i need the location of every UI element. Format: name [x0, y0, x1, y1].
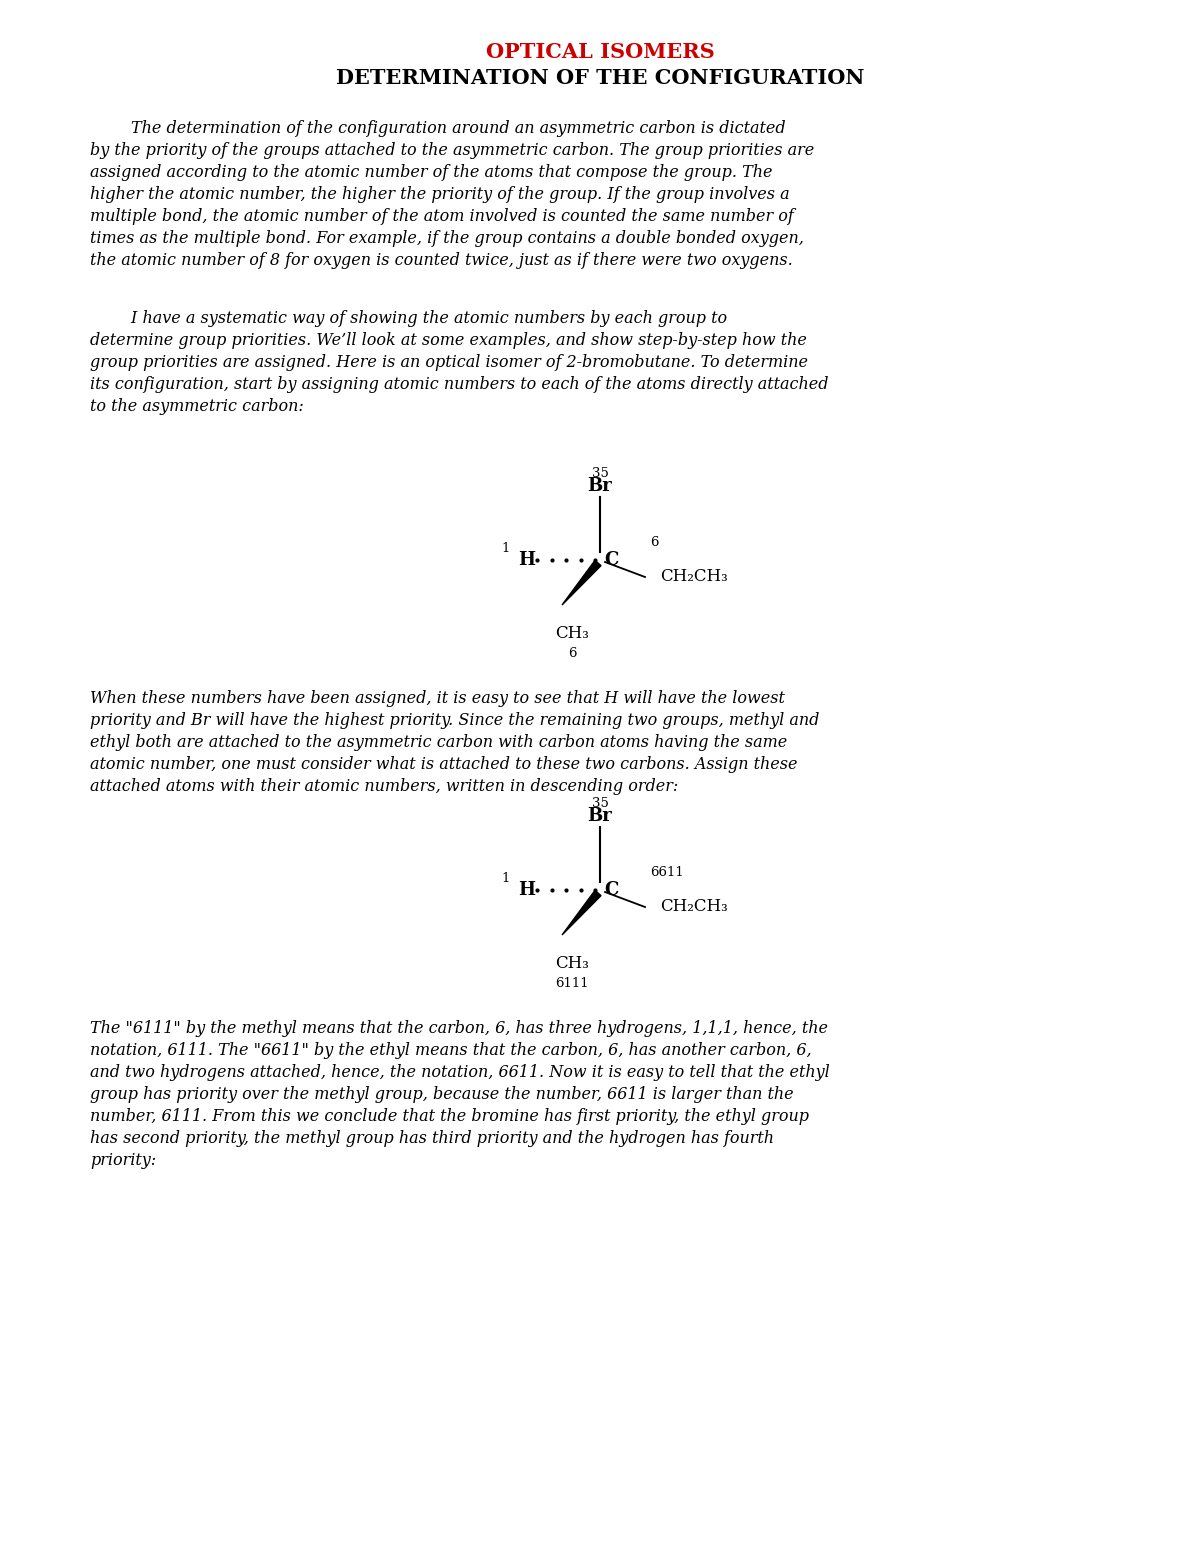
Text: notation, 6111. The "6611" by the ethyl means that the carbon, 6, has another ca: notation, 6111. The "6611" by the ethyl … — [90, 1042, 811, 1059]
Text: 6111: 6111 — [556, 977, 589, 989]
Text: 6: 6 — [650, 536, 659, 548]
Text: 1: 1 — [502, 542, 510, 554]
Text: by the priority of the groups attached to the asymmetric carbon. The group prior: by the priority of the groups attached t… — [90, 141, 815, 158]
Text: group priorities are assigned. Here is an optical isomer of 2-bromobutane. To de: group priorities are assigned. Here is a… — [90, 354, 808, 371]
Text: CH₂CH₃: CH₂CH₃ — [660, 568, 727, 585]
Text: priority:: priority: — [90, 1152, 156, 1169]
Text: H: H — [518, 881, 535, 899]
Text: 6611: 6611 — [650, 865, 684, 879]
Text: CH₂CH₃: CH₂CH₃ — [660, 898, 727, 915]
Text: CH₃: CH₃ — [556, 624, 589, 641]
Text: When these numbers have been assigned, it is easy to see that H will have the lo: When these numbers have been assigned, i… — [90, 690, 785, 707]
Text: C: C — [604, 551, 618, 568]
Text: H: H — [518, 551, 535, 568]
Text: C: C — [604, 881, 618, 899]
Text: I have a systematic way of showing the atomic numbers by each group to: I have a systematic way of showing the a… — [90, 311, 727, 328]
Text: 1: 1 — [502, 871, 510, 885]
Text: assigned according to the atomic number of the atoms that compose the group. The: assigned according to the atomic number … — [90, 165, 773, 182]
Text: its configuration, start by assigning atomic numbers to each of the atoms direct: its configuration, start by assigning at… — [90, 376, 828, 393]
Text: The "6111" by the methyl means that the carbon, 6, has three hydrogens, 1,1,1, h: The "6111" by the methyl means that the … — [90, 1020, 828, 1037]
Text: CH₃: CH₃ — [556, 955, 589, 972]
Text: 6: 6 — [568, 648, 576, 660]
Text: OPTICAL ISOMERS: OPTICAL ISOMERS — [486, 42, 714, 62]
Polygon shape — [562, 561, 601, 606]
Text: 35: 35 — [592, 797, 608, 811]
Text: to the asymmetric carbon:: to the asymmetric carbon: — [90, 398, 304, 415]
Text: number, 6111. From this we conclude that the bromine has first priority, the eth: number, 6111. From this we conclude that… — [90, 1107, 809, 1124]
Text: times as the multiple bond. For example, if the group contains a double bonded o: times as the multiple bond. For example,… — [90, 230, 804, 247]
Text: group has priority over the methyl group, because the number, 6611 is larger tha: group has priority over the methyl group… — [90, 1086, 793, 1103]
Text: Br: Br — [588, 477, 612, 495]
Text: 35: 35 — [592, 467, 608, 480]
Text: DETERMINATION OF THE CONFIGURATION: DETERMINATION OF THE CONFIGURATION — [336, 68, 864, 89]
Text: has second priority, the methyl group has third priority and the hydrogen has fo: has second priority, the methyl group ha… — [90, 1131, 774, 1148]
Text: higher the atomic number, the higher the priority of the group. If the group inv: higher the atomic number, the higher the… — [90, 186, 790, 203]
Text: determine group priorities. We’ll look at some examples, and show step-by-step h: determine group priorities. We’ll look a… — [90, 332, 806, 349]
Text: the atomic number of 8 for oxygen is counted twice, just as if there were two ox: the atomic number of 8 for oxygen is cou… — [90, 252, 793, 269]
Text: attached atoms with their atomic numbers, written in descending order:: attached atoms with their atomic numbers… — [90, 778, 678, 795]
Text: Br: Br — [588, 808, 612, 825]
Text: multiple bond, the atomic number of the atom involved is counted the same number: multiple bond, the atomic number of the … — [90, 208, 793, 225]
Text: and two hydrogens attached, hence, the notation, 6611. Now it is easy to tell th: and two hydrogens attached, hence, the n… — [90, 1064, 829, 1081]
Text: priority and Br will have the highest priority. Since the remaining two groups, : priority and Br will have the highest pr… — [90, 711, 820, 728]
Text: atomic number, one must consider what is attached to these two carbons. Assign t: atomic number, one must consider what is… — [90, 756, 798, 773]
Text: The determination of the configuration around an asymmetric carbon is dictated: The determination of the configuration a… — [90, 120, 786, 137]
Text: ethyl both are attached to the asymmetric carbon with carbon atoms having the sa: ethyl both are attached to the asymmetri… — [90, 735, 787, 752]
Polygon shape — [562, 890, 601, 935]
